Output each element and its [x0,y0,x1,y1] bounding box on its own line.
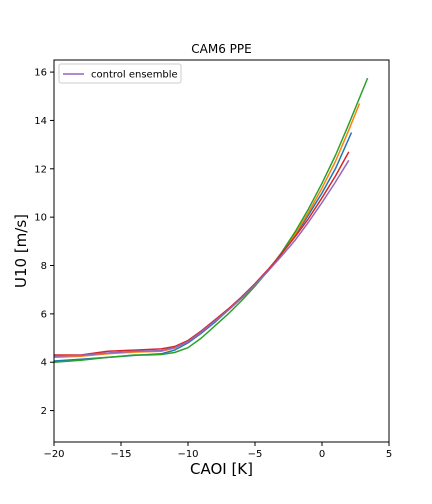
series-line-3 [54,78,368,362]
y-tick-label: 4 [41,358,47,369]
x-tick-label: 0 [319,449,325,460]
axis-ticks: −20 −15 −10 −5 0 5 2 4 6 8 10 12 14 16 [34,68,392,460]
x-axis-title: CAOI [K] [190,460,253,478]
y-tick-label: 14 [34,116,47,127]
series-line-control-ensemble [54,160,349,356]
x-tick-label: −10 [177,449,198,460]
chart-title: CAM6 PPE [191,42,251,56]
legend-label-control-ensemble: control ensemble [91,70,178,81]
x-tick-label: 5 [386,449,392,460]
y-axis-title: U10 [m/s] [12,214,30,288]
y-tick-label: 6 [41,309,47,320]
x-tick-label: −15 [110,449,131,460]
plot-frame [54,60,389,442]
y-tick-label: 16 [34,68,47,79]
y-tick-label: 2 [41,406,47,417]
y-tick-label: 12 [34,164,47,175]
x-tick-label: −5 [248,449,263,460]
y-tick-label: 8 [41,261,47,272]
series-layer [54,78,368,362]
series-line-4 [54,152,349,355]
series-line-1 [54,133,352,362]
y-tick-label: 10 [34,213,47,224]
series-line-2 [54,104,360,358]
legend: control ensemble [59,64,181,83]
x-tick-label: −20 [43,449,64,460]
